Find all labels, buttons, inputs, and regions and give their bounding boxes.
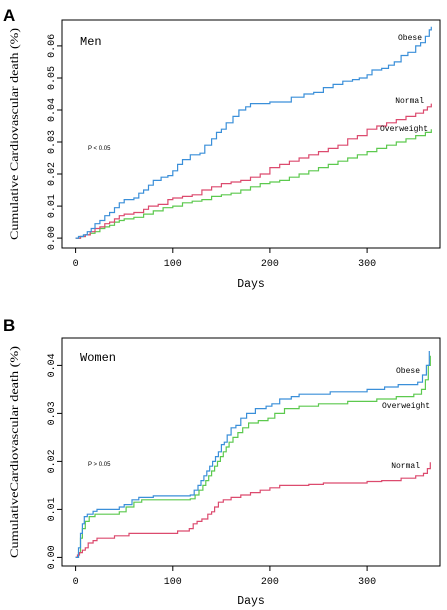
series-label-overweight: Overweight bbox=[380, 125, 428, 134]
series-label-normal: Normal bbox=[395, 97, 424, 106]
panel-b: B CumulativeCardiovascular death (%) 0 10… bbox=[3, 316, 441, 608]
p-value-annotation: P > 0.05 bbox=[88, 462, 111, 468]
panel-a: A Cumulative Cardiovascular death (%) 0 1… bbox=[3, 6, 441, 291]
panel-label: A bbox=[3, 6, 15, 25]
plot-frame bbox=[61, 19, 441, 249]
y-axis-title: Cumulative Cardiovascular death (%) bbox=[7, 28, 21, 240]
x-axis-title: Days bbox=[237, 595, 265, 608]
y-tick-label: 0.03 bbox=[47, 130, 58, 154]
x-tick-label: 300 bbox=[358, 577, 376, 588]
y-tick-label: 0.04 bbox=[47, 353, 58, 377]
y-tick-label: 0.00 bbox=[47, 545, 58, 569]
plot-area: 0 100 200 300 0.00 0.01 0.02 0.03 0.04 0.05 0.06 bbox=[47, 26, 432, 270]
x-axis-title: Days bbox=[237, 278, 265, 291]
y-tick-label: 0.04 bbox=[47, 98, 58, 122]
series-line-normal bbox=[75, 103, 432, 239]
x-tick-label: 200 bbox=[261, 259, 279, 270]
series-line-normal bbox=[75, 462, 431, 558]
series-line-overweight bbox=[75, 129, 432, 239]
y-tick-label: 0.01 bbox=[47, 497, 58, 521]
series-label-normal: Normal bbox=[391, 462, 420, 471]
series-line-overweight bbox=[75, 355, 431, 558]
series-line-obese bbox=[75, 26, 432, 239]
x-tick-label: 300 bbox=[358, 259, 376, 270]
series-label-obese: Obese bbox=[398, 34, 422, 43]
y-tick-label: 0.05 bbox=[47, 66, 58, 90]
series-line-obese bbox=[75, 351, 430, 558]
y-tick-label: 0.02 bbox=[47, 449, 58, 473]
p-value-annotation: P < 0.05 bbox=[88, 146, 111, 152]
series-label-overweight: Overweight bbox=[382, 402, 430, 411]
x-tick-label: 0 bbox=[73, 259, 79, 270]
chart-title: Women bbox=[80, 351, 116, 365]
panel-label: B bbox=[3, 316, 15, 335]
plot-area: 0 100 200 300 0.00 0.01 0.02 0.03 0.04 bbox=[47, 351, 431, 588]
x-tick-label: 100 bbox=[164, 577, 182, 588]
x-tick-label: 100 bbox=[164, 259, 182, 270]
y-tick-label: 0.00 bbox=[47, 226, 58, 250]
plot-frame bbox=[61, 337, 441, 567]
x-tick-label: 0 bbox=[73, 577, 79, 588]
y-tick-label: 0.01 bbox=[47, 194, 58, 218]
y-axis-title: CumulativeCardiovascular death (%) bbox=[7, 346, 21, 558]
y-tick-label: 0.03 bbox=[47, 401, 58, 425]
chart-title: Men bbox=[80, 35, 102, 49]
series-label-obese: Obese bbox=[396, 367, 420, 376]
x-tick-label: 200 bbox=[261, 577, 279, 588]
y-tick-label: 0.02 bbox=[47, 162, 58, 186]
y-tick-label: 0.06 bbox=[47, 34, 58, 58]
